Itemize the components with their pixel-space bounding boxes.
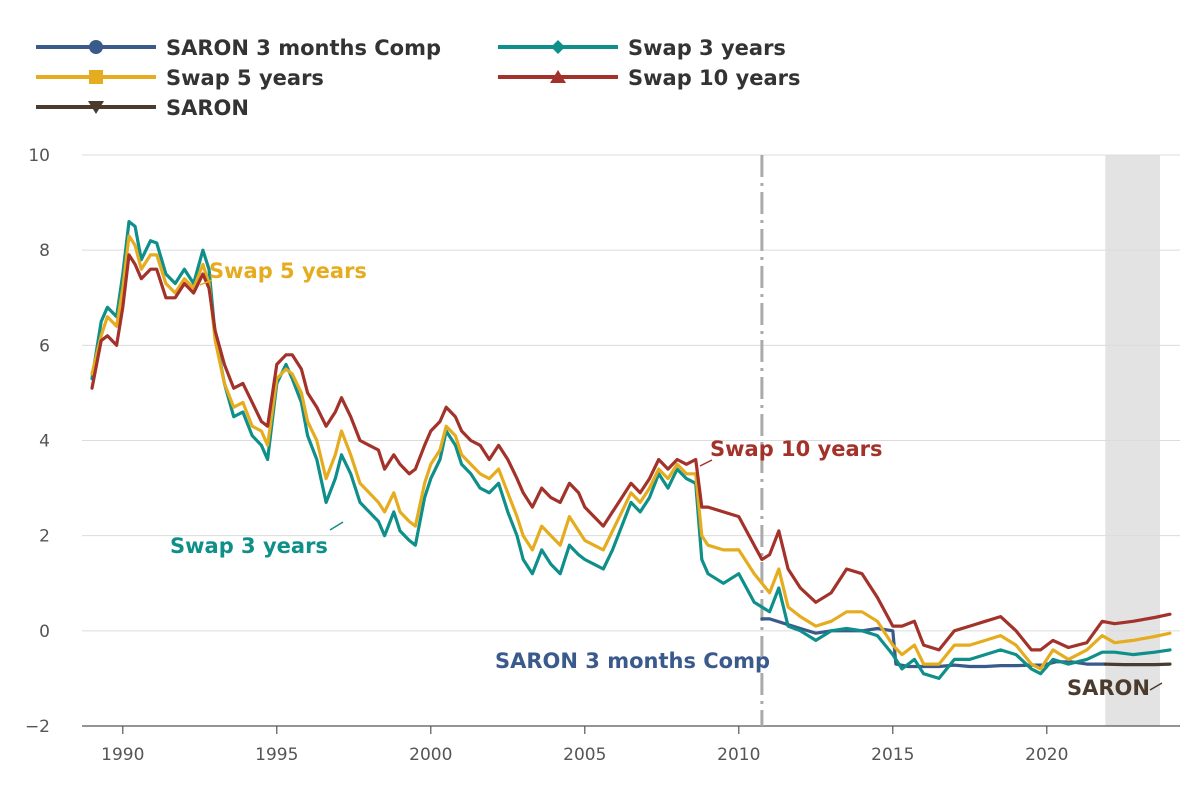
x-tick-label: 2000 bbox=[409, 745, 452, 765]
x-axis: 1990 1995 2000 2005 2010 2015 2020 bbox=[82, 725, 1180, 765]
legend-item-swap-10-years[interactable]: Swap 10 years bbox=[498, 66, 801, 90]
y-tick-label: 10 bbox=[28, 146, 50, 166]
legend-label: SARON bbox=[166, 96, 249, 120]
annotation-swap-10-years: Swap 10 years bbox=[699, 437, 883, 467]
legend-item-saron-3-months-comp[interactable]: SARON 3 months Comp bbox=[36, 36, 441, 60]
x-tick-label: 2005 bbox=[563, 745, 606, 765]
series-lines bbox=[90, 220, 1172, 680]
legend: SARON 3 months Comp Swap 3 years Swap 5 ye… bbox=[36, 36, 801, 120]
legend-marker-diamond-icon bbox=[551, 40, 565, 54]
y-tick-label: 6 bbox=[39, 336, 50, 356]
legend-marker-triangle-down-icon bbox=[88, 101, 104, 114]
annotation-leader-line bbox=[699, 459, 713, 467]
annotation-swap-5-years: Swap 5 years bbox=[199, 259, 367, 286]
annotation-label: Swap 5 years bbox=[209, 259, 367, 283]
y-tick-label: 8 bbox=[39, 241, 50, 261]
legend-marker-triangle-up-icon bbox=[550, 70, 566, 83]
legend-label: SARON 3 months Comp bbox=[166, 36, 441, 60]
y-gridlines bbox=[82, 154, 1180, 727]
legend-label: Swap 3 years bbox=[628, 36, 786, 60]
annotation-label: Swap 3 years bbox=[170, 534, 328, 558]
annotation-label: SARON 3 months Comp bbox=[495, 649, 770, 673]
x-tick-label: 2015 bbox=[871, 745, 914, 765]
legend-item-swap-3-years[interactable]: Swap 3 years bbox=[498, 36, 786, 60]
series-line-saron bbox=[1103, 662, 1172, 667]
annotation-saron-3-months-comp: SARON 3 months Comp bbox=[495, 649, 770, 673]
legend-label: Swap 10 years bbox=[628, 66, 801, 90]
x-tick-label: 2010 bbox=[717, 745, 760, 765]
x-tick-label: 1990 bbox=[101, 745, 144, 765]
x-tick-label: 2020 bbox=[1025, 745, 1068, 765]
annotation-label: Swap 10 years bbox=[710, 437, 883, 461]
y-tick-label: −2 bbox=[25, 717, 50, 737]
annotation-leader-line bbox=[1149, 682, 1163, 691]
annotation-swap-3-years: Swap 3 years bbox=[170, 521, 344, 558]
annotation-leader-line bbox=[199, 279, 213, 286]
legend-label: Swap 5 years bbox=[166, 66, 324, 90]
series-line-swap-10-years bbox=[90, 253, 1172, 652]
annotation-label: SARON bbox=[1067, 676, 1150, 700]
y-tick-label: 2 bbox=[39, 527, 50, 547]
y-tick-label: 4 bbox=[39, 432, 50, 452]
annotation-leader-line bbox=[329, 521, 344, 531]
y-axis: −2 0 2 4 6 8 10 bbox=[25, 146, 50, 737]
series-annotations: SARON 3 months Comp Swap 3 years Swap 5 ye… bbox=[170, 259, 1163, 700]
legend-item-swap-5-years[interactable]: Swap 5 years bbox=[36, 66, 324, 90]
x-tick-label: 1995 bbox=[255, 745, 298, 765]
series-line-swap-3-years bbox=[90, 220, 1172, 680]
legend-item-saron[interactable]: SARON bbox=[36, 96, 249, 120]
legend-marker-square-icon bbox=[89, 70, 103, 84]
series-line-swap-5-years bbox=[90, 234, 1172, 671]
annotation-saron: SARON bbox=[1067, 676, 1163, 700]
legend-marker-circle-icon bbox=[89, 40, 103, 54]
y-tick-label: 0 bbox=[39, 622, 50, 642]
